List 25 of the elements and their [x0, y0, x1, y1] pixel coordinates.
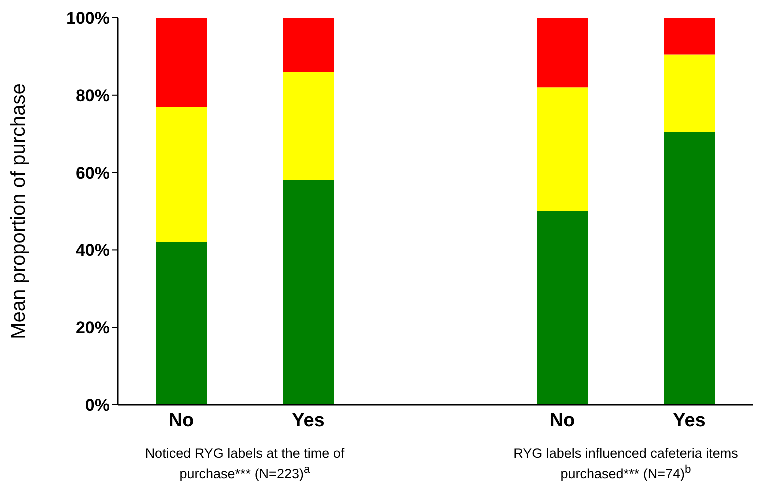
x-tick-label: Yes: [673, 410, 706, 432]
y-tick-label: 40%: [76, 241, 110, 260]
bar: [283, 180, 334, 405]
bar: [537, 18, 588, 88]
x-tick-label: No: [168, 410, 194, 432]
y-tick-label: 100%: [66, 9, 110, 28]
text: RYG labels influenced cafeteria items purchased*** (N=74)$^{b}$: [512, 445, 740, 482]
bar: [156, 242, 208, 405]
bar: [537, 88, 588, 212]
bar: [664, 132, 716, 405]
y-axis-title: Mean proportion of purchase: [8, 84, 30, 340]
bar: [283, 72, 334, 181]
y-tick-label: 20%: [76, 318, 110, 338]
y-tick-label: 0%: [85, 396, 110, 416]
text: Noticed RYG labels at the time of purchase*** (N=223)$^{a}$: [144, 445, 346, 482]
bar: [664, 18, 716, 55]
bar: [283, 18, 334, 72]
bar: [156, 107, 208, 242]
y-tick-label: 60%: [76, 164, 110, 183]
bar: [664, 54, 716, 132]
x-tick-label: No: [550, 410, 576, 432]
x-tick-label: Yes: [292, 410, 325, 432]
bar: [537, 212, 588, 405]
bar: [156, 18, 208, 108]
y-tick-label: 80%: [76, 86, 110, 106]
